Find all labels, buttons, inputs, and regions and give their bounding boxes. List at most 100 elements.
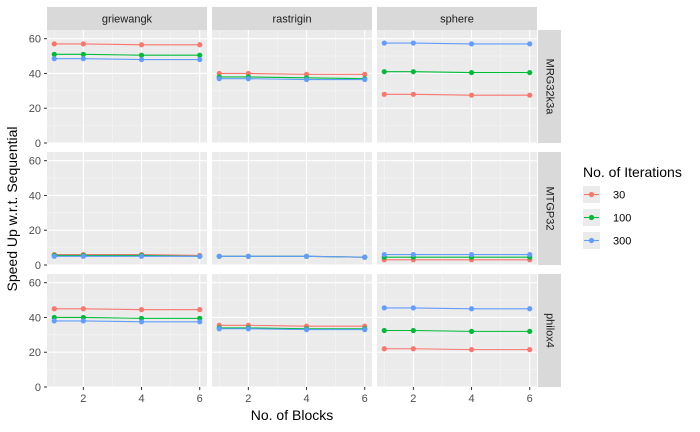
data-point-30 bbox=[80, 41, 86, 47]
data-point-300 bbox=[303, 327, 310, 333]
y-tick-label: 60 bbox=[29, 34, 41, 46]
data-point-300 bbox=[197, 319, 203, 325]
y-tick-label: 40 bbox=[29, 68, 41, 80]
panel-philox4-rastrigin bbox=[212, 274, 372, 388]
data-point-300 bbox=[138, 253, 145, 259]
row-strip-philox4 bbox=[538, 274, 561, 387]
series-line-100 bbox=[54, 316, 200, 319]
data-point-300 bbox=[362, 254, 368, 260]
data-point-30 bbox=[51, 41, 57, 47]
data-point-300 bbox=[381, 251, 387, 258]
column-strip-rastrigin bbox=[212, 7, 372, 30]
data-point-300 bbox=[216, 76, 222, 82]
data-point-300 bbox=[216, 326, 222, 332]
x-tick-label: 2 bbox=[80, 393, 86, 405]
data-point-300 bbox=[527, 306, 533, 312]
data-point-300 bbox=[245, 76, 251, 82]
data-point-30 bbox=[51, 306, 57, 312]
column-strip-label-sphere: sphere bbox=[440, 14, 474, 26]
data-point-30 bbox=[138, 42, 145, 48]
data-point-30 bbox=[197, 42, 203, 48]
series-line-100 bbox=[219, 76, 365, 80]
row-strip-label-philox4: philox4 bbox=[544, 313, 556, 348]
row-strip-MRG32k3a bbox=[538, 30, 561, 143]
panel-MTGP32-sphere bbox=[377, 152, 537, 266]
x-tick-label: 4 bbox=[303, 393, 309, 405]
data-point-30 bbox=[527, 92, 533, 98]
data-point-300 bbox=[51, 56, 57, 62]
panel-philox4-griewangk bbox=[47, 274, 207, 388]
data-point-300 bbox=[468, 41, 475, 47]
column-strip-sphere bbox=[377, 7, 537, 30]
y-tick-label: 40 bbox=[29, 312, 41, 324]
data-point-100 bbox=[80, 51, 86, 57]
data-point-30 bbox=[527, 347, 533, 353]
row-strip-label-MRG32k3a: MRG32k3a bbox=[544, 59, 556, 116]
x-tick-label: 2 bbox=[245, 393, 251, 405]
x-tick-label: 4 bbox=[138, 393, 144, 405]
row-strip-MTGP32 bbox=[538, 152, 561, 265]
y-tick-label: 0 bbox=[35, 260, 41, 272]
series-line-30 bbox=[219, 72, 365, 75]
axes-layer: 0 20 40 60 0 20 40 60 0 20 40 60 2 4 6 2 4 6 2 4 6 bbox=[29, 34, 533, 405]
panel-philox4-sphere bbox=[377, 274, 537, 388]
legend: No. of Iterations 30 100 300 bbox=[583, 164, 682, 249]
data-point-300 bbox=[381, 40, 387, 46]
y-axis-title: Speed Up w.r.t. Sequential bbox=[4, 127, 20, 292]
column-strip-label-griewangk: griewangk bbox=[102, 14, 153, 26]
y-tick-label: 40 bbox=[29, 190, 41, 202]
panel-background bbox=[212, 274, 372, 387]
legend-key-point-300 bbox=[588, 237, 595, 244]
data-point-300 bbox=[80, 56, 86, 62]
data-point-30 bbox=[138, 307, 145, 313]
data-point-300 bbox=[80, 318, 86, 324]
data-point-300 bbox=[362, 327, 368, 333]
panel-background bbox=[47, 152, 207, 265]
panel-background bbox=[212, 30, 372, 143]
data-point-300 bbox=[197, 253, 203, 259]
y-tick-label: 20 bbox=[29, 347, 41, 359]
data-point-100 bbox=[527, 69, 533, 76]
data-point-300 bbox=[138, 56, 145, 63]
data-point-30 bbox=[468, 347, 475, 353]
panel-MTGP32-rastrigin bbox=[212, 152, 372, 266]
data-point-100 bbox=[381, 327, 387, 334]
data-point-30 bbox=[381, 346, 387, 352]
data-point-300 bbox=[303, 76, 310, 83]
data-point-300 bbox=[527, 251, 533, 258]
legend-label-30: 30 bbox=[613, 190, 625, 202]
panel-MTGP32-griewangk bbox=[47, 152, 207, 266]
y-tick-label: 20 bbox=[29, 103, 41, 115]
series-line-30 bbox=[54, 43, 200, 46]
series-line-100 bbox=[219, 327, 365, 330]
x-tick-label: 6 bbox=[527, 393, 533, 405]
series-line-100 bbox=[384, 71, 530, 74]
data-point-300 bbox=[468, 306, 475, 312]
data-point-100 bbox=[51, 51, 57, 57]
legend-entries: 30 100 300 bbox=[583, 186, 631, 249]
panel-background bbox=[212, 152, 372, 265]
data-point-30 bbox=[80, 306, 86, 312]
data-point-100 bbox=[197, 52, 203, 58]
panels-layer: griewangk rastrigin sphere MRG32k3a MTGP32 ph… bbox=[47, 7, 561, 388]
data-point-30 bbox=[381, 91, 387, 97]
data-point-30 bbox=[410, 91, 416, 97]
data-point-100 bbox=[410, 327, 416, 334]
panel-MRG32k3a-rastrigin bbox=[212, 30, 372, 144]
legend-key-point-30 bbox=[588, 191, 595, 198]
data-point-30 bbox=[197, 307, 203, 313]
panel-background bbox=[47, 274, 207, 387]
data-point-30 bbox=[362, 71, 368, 77]
data-point-30 bbox=[468, 92, 475, 98]
data-point-100 bbox=[468, 328, 475, 334]
data-point-100 bbox=[138, 52, 145, 58]
series-line-300 bbox=[219, 78, 365, 81]
data-point-300 bbox=[138, 319, 145, 325]
y-tick-label: 60 bbox=[29, 156, 41, 168]
series-line-100 bbox=[384, 329, 530, 332]
x-axis-title: No. of Blocks bbox=[251, 407, 333, 423]
data-point-300 bbox=[51, 318, 57, 324]
series-line-30 bbox=[219, 324, 365, 327]
series-line-300 bbox=[54, 58, 200, 61]
data-point-300 bbox=[468, 251, 475, 258]
